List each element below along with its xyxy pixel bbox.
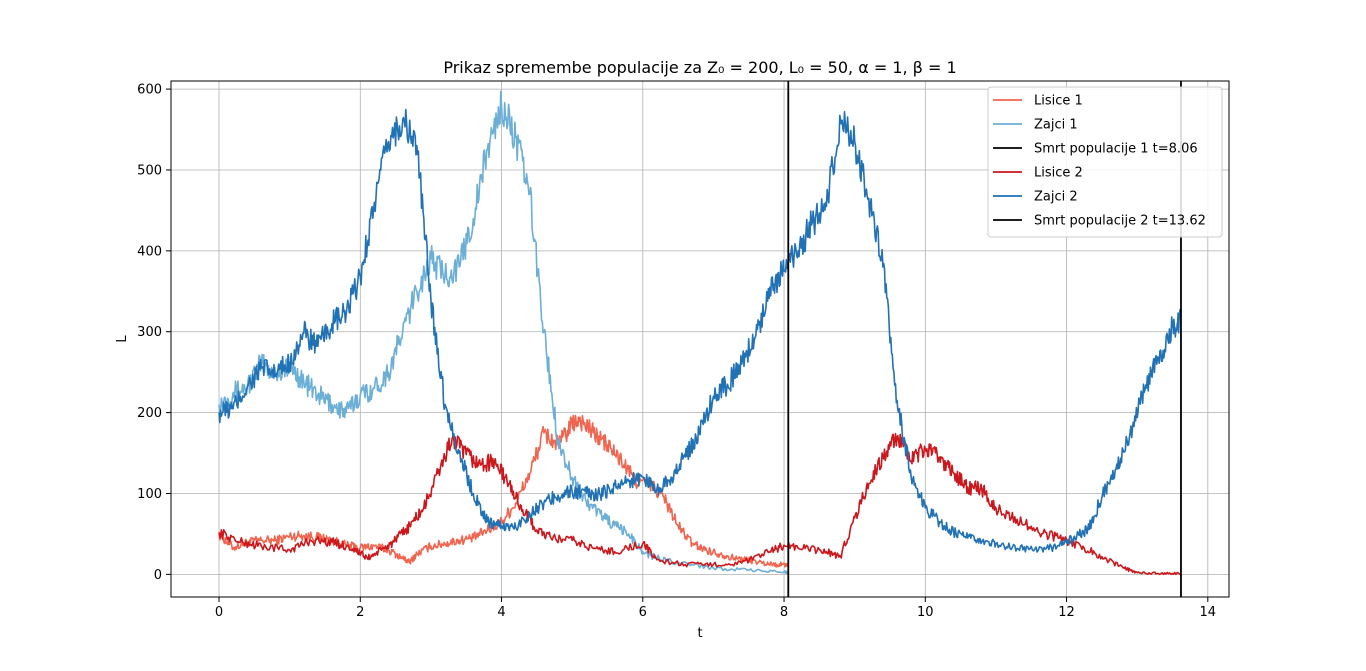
series-lines — [218, 90, 1182, 576]
legend-label: Zajci 1 — [1034, 118, 1078, 133]
legend-label: Lisice 1 — [1034, 94, 1083, 109]
x-tick-label: 10 — [917, 605, 934, 620]
x-tick-label: 4 — [497, 605, 505, 620]
legend: Lisice 1 Zajci 1 Smrt populacije 1 t=8.06 L… — [987, 86, 1223, 238]
y-ticks: 0 100 200 300 400 500 600 — [137, 83, 171, 583]
y-tick-label: 100 — [137, 487, 162, 502]
series-line-4 — [218, 108, 1182, 553]
chart-title: Prikaz spremembe populacije za Z₀ = 200,… — [443, 58, 956, 77]
y-tick-label: 500 — [137, 163, 162, 178]
x-tick-label: 12 — [1058, 605, 1075, 620]
y-tick-label: 600 — [137, 83, 162, 98]
legend-label: Zajci 2 — [1034, 190, 1078, 205]
series-line-3 — [218, 432, 1182, 576]
y-axis-label: L — [115, 335, 130, 343]
legend-label: Smrt populacije 1 t=8.06 — [1034, 142, 1198, 157]
y-tick-label: 200 — [137, 406, 162, 421]
x-tick-label: 8 — [780, 605, 788, 620]
series-line-2 — [218, 90, 789, 575]
y-tick-label: 0 — [154, 568, 162, 583]
legend-box — [987, 86, 1223, 238]
legend-label: Lisice 2 — [1034, 166, 1083, 181]
x-ticks: 0 2 4 6 8 10 12 14 — [215, 597, 1216, 620]
x-tick-label: 6 — [639, 605, 647, 620]
plot-frame — [170, 80, 1230, 598]
legend-label: Smrt populacije 2 t=13.62 — [1034, 214, 1206, 229]
x-tick-label: 2 — [356, 605, 364, 620]
y-tick-label: 400 — [137, 244, 162, 259]
x-tick-label: 0 — [215, 605, 223, 620]
x-tick-label: 14 — [1200, 605, 1217, 620]
x-axis-label: t — [697, 626, 702, 641]
y-tick-label: 300 — [137, 325, 162, 340]
